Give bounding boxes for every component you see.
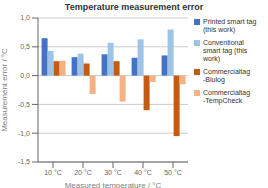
svg-text:1,0: 1,0 bbox=[20, 14, 30, 21]
svg-text:20 °C: 20 °C bbox=[74, 169, 92, 176]
html-text:Conventional smart tag (this w: Conventional smart tag (this work) bbox=[203, 39, 248, 62]
svg-text:50 °C: 50 °C bbox=[164, 169, 182, 176]
html-text:Commercialtag -Blulog: Commercialtag -Blulog bbox=[203, 68, 251, 83]
svg-text:0,0: 0,0 bbox=[20, 72, 30, 79]
html-text:Temperature measurement error: Temperature measurement error bbox=[64, 2, 204, 12]
svg-text:Measured temperature / °C: Measured temperature / °C bbox=[65, 181, 162, 188]
svg-text:0,5: 0,5 bbox=[20, 43, 30, 50]
svg-text:-1,5: -1,5 bbox=[18, 158, 30, 165]
html-text:Commercialtag -TempCheck: Commercialtag -TempCheck bbox=[203, 89, 251, 104]
svg-text:-0,5: -0,5 bbox=[18, 101, 30, 108]
svg-text:10 °C: 10 °C bbox=[44, 169, 62, 176]
svg-text:Measurement error / °C: Measurement error / °C bbox=[8, 48, 9, 132]
svg-text:30 °C: 30 °C bbox=[104, 169, 122, 176]
svg-text:40 °C: 40 °C bbox=[134, 169, 152, 176]
html-text:Printed smart tag (this work): Printed smart tag (this work) bbox=[203, 18, 257, 33]
svg-text:-1,0: -1,0 bbox=[18, 130, 30, 137]
